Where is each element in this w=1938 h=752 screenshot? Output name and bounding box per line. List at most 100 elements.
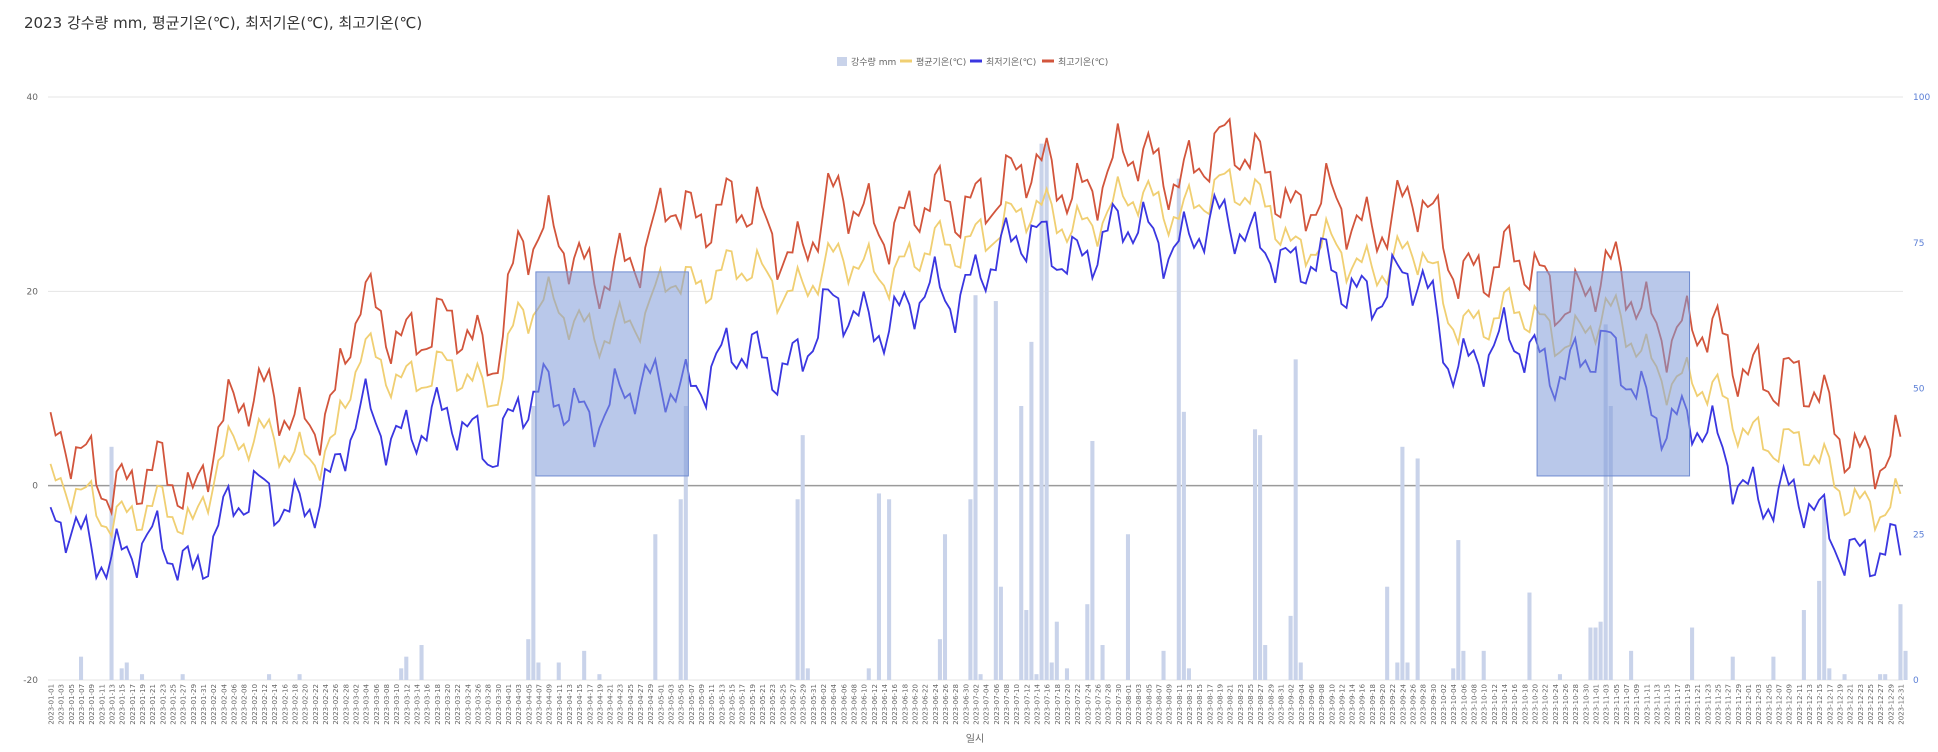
precip-bar[interactable]: [1588, 627, 1593, 680]
precip-bar[interactable]: [267, 674, 272, 680]
precip-bar[interactable]: [1461, 650, 1466, 680]
precip-bar[interactable]: [582, 650, 587, 680]
precip-bar[interactable]: [1405, 662, 1410, 680]
precip-bar[interactable]: [1395, 662, 1400, 680]
precip-bar[interactable]: [1186, 668, 1191, 680]
precip-bar[interactable]: [419, 645, 424, 680]
precip-bar[interactable]: [1878, 674, 1883, 680]
precip-bar[interactable]: [119, 668, 124, 680]
precip-bar[interactable]: [1883, 674, 1888, 680]
precip-bar[interactable]: [678, 499, 683, 680]
precip-bar[interactable]: [124, 662, 129, 680]
precip-bar[interactable]: [942, 534, 948, 680]
precip-bar[interactable]: [1827, 668, 1832, 680]
precip-bar[interactable]: [1125, 534, 1130, 680]
precip-bar[interactable]: [1451, 668, 1456, 680]
precip-bar[interactable]: [1400, 446, 1405, 680]
precip-bar[interactable]: [993, 301, 998, 680]
precip-bar[interactable]: [1049, 662, 1054, 680]
precip-bar[interactable]: [1024, 610, 1029, 680]
x-tick-label: 2023-07-14: [1034, 683, 1042, 724]
precip-bar[interactable]: [866, 668, 871, 680]
precip-bar[interactable]: [1181, 411, 1186, 680]
legend-item-max[interactable]: 최고기온(℃): [1042, 57, 1108, 68]
precip-bar[interactable]: [1822, 499, 1827, 680]
precip-bar[interactable]: [805, 668, 810, 680]
x-tick-label: 2023-03-26: [474, 683, 482, 724]
precip-bar[interactable]: [998, 586, 1003, 680]
precip-bar[interactable]: [1903, 650, 1908, 680]
precip-bar[interactable]: [1044, 143, 1049, 680]
precip-bar[interactable]: [1161, 650, 1166, 680]
precip-bar[interactable]: [1415, 458, 1420, 680]
precip-bar[interactable]: [978, 674, 983, 680]
precip-bar[interactable]: [556, 662, 561, 680]
precip-bar[interactable]: [1029, 341, 1034, 680]
highlight-box-1[interactable]: [1536, 271, 1691, 477]
precip-bar[interactable]: [1263, 645, 1268, 680]
precip-bar[interactable]: [139, 674, 145, 680]
precip-bar[interactable]: [973, 295, 978, 680]
precip-bar[interactable]: [1064, 668, 1070, 680]
legend-swatch-precip: [837, 57, 847, 66]
precip-bar[interactable]: [1039, 143, 1044, 680]
precip-bar[interactable]: [1176, 178, 1181, 680]
precip-bar[interactable]: [795, 499, 800, 680]
precip-bar[interactable]: [1603, 324, 1608, 680]
x-tick-label: 2023-09-14: [1349, 683, 1357, 724]
precip-bar[interactable]: [1288, 615, 1293, 680]
precip-bar[interactable]: [1034, 674, 1039, 680]
precip-bar[interactable]: [800, 435, 805, 680]
precip-bar[interactable]: [1593, 627, 1598, 680]
precip-bar[interactable]: [1085, 604, 1090, 680]
precip-bar[interactable]: [937, 639, 942, 680]
precip-bar[interactable]: [1690, 627, 1695, 680]
x-tick-label: 2023-07-16: [1044, 684, 1052, 725]
precip-bar[interactable]: [968, 499, 973, 680]
precip-bar[interactable]: [1842, 674, 1847, 680]
precip-bar[interactable]: [1557, 674, 1562, 680]
precip-bar[interactable]: [297, 674, 302, 680]
precip-bar[interactable]: [1100, 645, 1105, 680]
x-tick-label: 2023-10-10: [1481, 684, 1489, 725]
precip-bar[interactable]: [1527, 592, 1532, 680]
precip-bar[interactable]: [109, 446, 114, 680]
precip-bar[interactable]: [79, 656, 84, 680]
precip-bar[interactable]: [1481, 650, 1486, 680]
precip-bar[interactable]: [404, 656, 409, 680]
legend-item-min[interactable]: 최저기온(℃): [970, 57, 1036, 68]
x-tick-label: 2023-09-30: [1430, 684, 1438, 725]
precip-bar[interactable]: [180, 674, 185, 680]
precip-bar[interactable]: [1252, 429, 1258, 680]
precip-bar[interactable]: [653, 534, 658, 680]
precip-bar[interactable]: [683, 405, 688, 680]
legend-label-max: 최고기온(℃): [1058, 57, 1108, 68]
precip-bar[interactable]: [1817, 580, 1822, 680]
precip-bar[interactable]: [1019, 405, 1024, 680]
precip-bar[interactable]: [887, 499, 892, 680]
precip-bar[interactable]: [1801, 610, 1806, 680]
precip-bar[interactable]: [1298, 662, 1303, 680]
precip-bar[interactable]: [876, 493, 881, 680]
precip-bar[interactable]: [1898, 604, 1903, 680]
highlight-box-0[interactable]: [535, 271, 689, 477]
precip-bar[interactable]: [1258, 435, 1263, 680]
precip-bar[interactable]: [1385, 586, 1390, 680]
precip-bar[interactable]: [536, 662, 541, 680]
precip-bar[interactable]: [597, 674, 602, 680]
precip-bar[interactable]: [1771, 656, 1776, 680]
x-tick-label: 2023-06-28: [952, 684, 960, 725]
precip-bar[interactable]: [1629, 650, 1634, 680]
precip-bar[interactable]: [1090, 440, 1095, 680]
precip-bar[interactable]: [531, 405, 536, 680]
precip-bar[interactable]: [1730, 656, 1735, 680]
legend-item-avg[interactable]: 평균기온(℃): [900, 57, 966, 68]
precip-bar[interactable]: [399, 668, 404, 680]
precip-bar[interactable]: [1456, 540, 1461, 680]
precip-bar[interactable]: [1608, 405, 1613, 680]
precip-bar[interactable]: [526, 639, 531, 680]
precip-bar[interactable]: [1293, 359, 1298, 680]
precip-bar[interactable]: [1598, 621, 1603, 680]
precip-bar[interactable]: [1054, 621, 1059, 680]
legend-item-precip[interactable]: 강수량 mm: [837, 56, 896, 68]
